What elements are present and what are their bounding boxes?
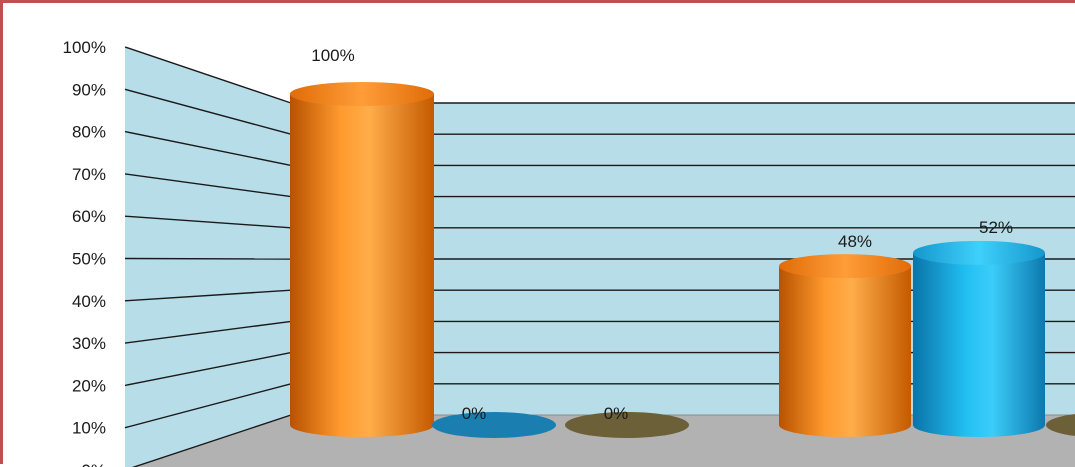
gridline-side — [124, 88, 292, 135]
y-tick-label: 60% — [72, 207, 106, 226]
y-tick-label: 50% — [72, 250, 106, 269]
y-tick-label: 100% — [63, 38, 106, 57]
bars — [290, 82, 1075, 438]
data-labels: 100% 0% 0% 48% 52% — [311, 46, 1013, 423]
bar-chart: 0%10%20%30%40%50%60%70%80%90%100% 100%0%… — [3, 3, 1075, 467]
gridline-side — [124, 289, 292, 302]
gridline-side — [124, 215, 292, 229]
y-tick-label: 0% — [81, 461, 106, 467]
gridline-side — [124, 383, 292, 429]
y-tick-label: 70% — [72, 165, 106, 184]
gridline-side — [124, 173, 292, 198]
bar-4 — [779, 266, 911, 437]
gridline-side — [124, 320, 292, 344]
gridline-side — [124, 351, 292, 387]
y-tick-label: 30% — [72, 334, 106, 353]
data-label: 100% — [311, 46, 354, 65]
bar-5 — [913, 252, 1045, 437]
gridline-side — [124, 130, 292, 167]
y-tick-label: 10% — [72, 419, 106, 438]
y-tick-label: 20% — [72, 376, 106, 395]
data-label: 0% — [604, 404, 629, 423]
bar-top-5 — [913, 240, 1045, 265]
bar-6 — [1046, 413, 1075, 437]
y-tick-label: 40% — [72, 292, 106, 311]
bar-top-4 — [779, 254, 911, 279]
data-label: 48% — [838, 232, 872, 251]
y-tick-label: 80% — [72, 123, 106, 142]
gridline-side — [124, 257, 292, 260]
y-tick-label: 90% — [72, 80, 106, 99]
data-label: 0% — [462, 404, 487, 423]
gridline-side — [124, 46, 292, 104]
bar-3 — [565, 412, 689, 438]
bar-top-1 — [290, 82, 434, 106]
gridline-side — [131, 414, 292, 467]
data-label: 52% — [979, 218, 1013, 237]
bar-1 — [290, 94, 434, 437]
bar-2 — [432, 412, 556, 438]
y-axis-ticks: 0% 10% 20% 30% 40% 50% 60% 70% 80% 90% 100% — [63, 38, 106, 467]
